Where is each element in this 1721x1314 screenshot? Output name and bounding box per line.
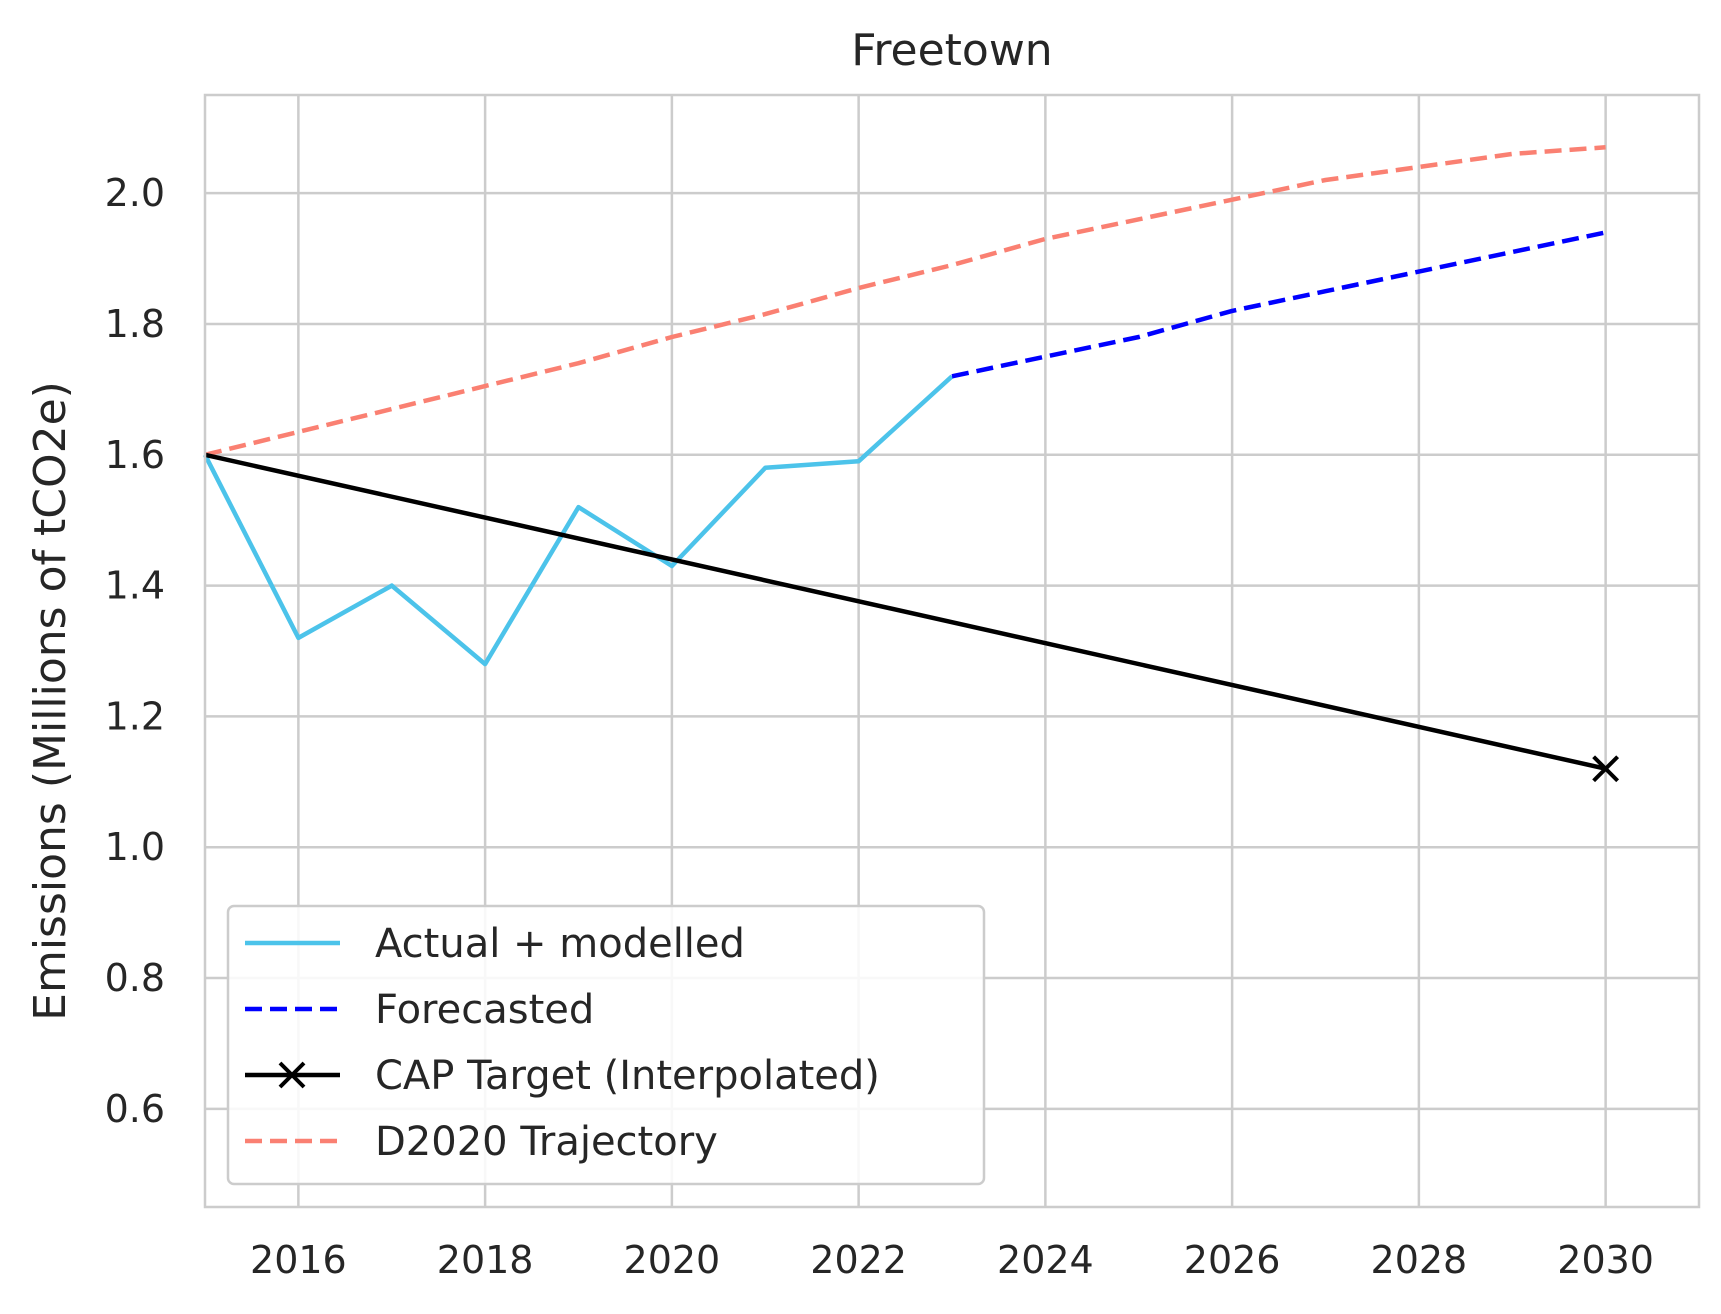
legend-entry: CAP Target (Interpolated)	[245, 1053, 880, 1099]
series-line-3	[204, 145, 1606, 457]
legend-label: D2020 Trajectory	[375, 1119, 718, 1165]
legend-label: Actual + modelled	[375, 921, 745, 967]
target-x-marker	[1592, 755, 1620, 783]
series-line-0	[202, 374, 954, 667]
x-tick-label: 2028	[1371, 1238, 1468, 1282]
series-line-1	[951, 230, 1607, 379]
y-tick-label: 1.0	[105, 825, 165, 869]
x-tick-label: 2016	[250, 1238, 347, 1282]
y-tick-label: 0.6	[105, 1087, 165, 1131]
legend-label: Forecasted	[375, 987, 594, 1033]
plot-frame	[203, 93, 1701, 1209]
legend-entry: Actual + modelled	[245, 921, 745, 967]
y-tick-label: 2.0	[105, 171, 165, 215]
legend-label: CAP Target (Interpolated)	[375, 1053, 880, 1099]
x-tick-label: 2030	[1557, 1238, 1654, 1282]
chart-title: Freetown	[851, 25, 1052, 76]
x-tick-label: 2020	[624, 1238, 721, 1282]
y-axis-ticks: 0.6 0.8 1.0 1.2 1.4 1.6 1.8 2.0	[105, 171, 165, 1131]
y-tick-label: 1.2	[105, 694, 165, 738]
series-layer	[202, 145, 1620, 783]
legend-entry: D2020 Trajectory	[245, 1119, 718, 1165]
y-tick-label: 1.6	[105, 433, 165, 477]
x-tick-label: 2022	[810, 1238, 907, 1282]
y-tick-label: 0.8	[105, 956, 165, 1000]
legend-entry: Forecasted	[245, 987, 594, 1033]
x-tick-label: 2026	[1184, 1238, 1281, 1282]
y-axis-label: Emissions (Millions of tCO2e)	[25, 381, 76, 1021]
x-tick-label: 2018	[437, 1238, 534, 1282]
x-tick-label: 2024	[997, 1238, 1094, 1282]
y-tick-label: 1.4	[105, 564, 165, 608]
x-axis-ticks: 2016 2018 2020 2022 2024 2026 2028 2030	[250, 1238, 1654, 1282]
y-tick-label: 1.8	[105, 302, 165, 346]
legend-box	[226, 904, 986, 1186]
series-line-2	[204, 452, 1607, 771]
legend: Actual + modelled Forecasted CAP Target (I…	[226, 904, 986, 1186]
